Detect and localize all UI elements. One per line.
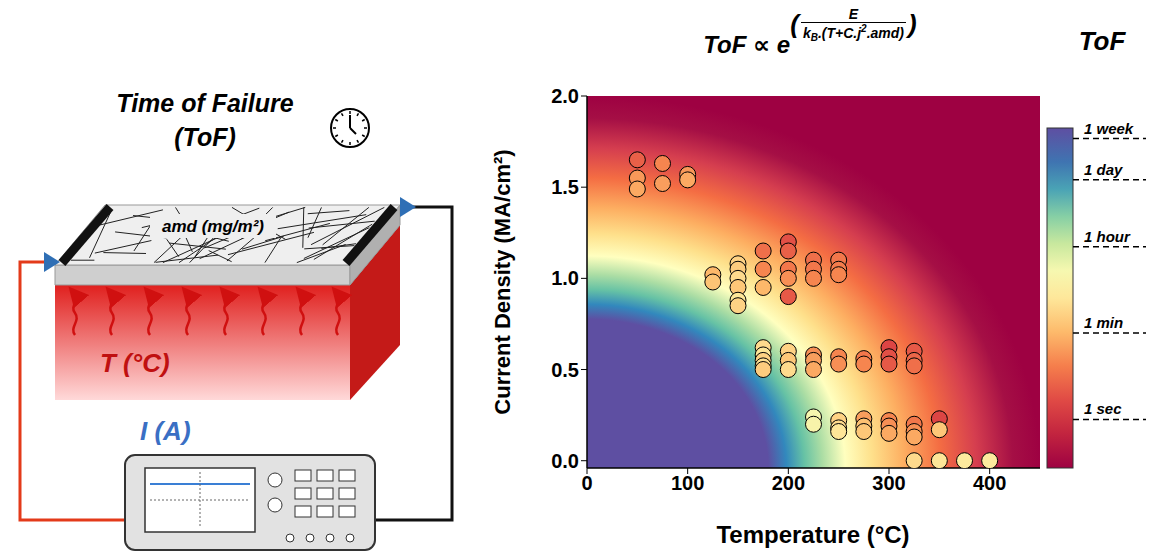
svg-text:2.0: 2.0	[551, 85, 579, 107]
svg-text:0: 0	[581, 472, 592, 494]
svg-text:1 week: 1 week	[1084, 120, 1134, 137]
svg-text:1 sec: 1 sec	[1084, 400, 1122, 417]
svg-text:1 hour: 1 hour	[1084, 228, 1131, 245]
svg-text:1 min: 1 min	[1084, 314, 1123, 331]
html-text:ToF ∝ e: ToF ∝ e	[703, 31, 791, 59]
svg-text:Time of Failure: Time of Failure	[116, 89, 293, 117]
svg-text:0.0: 0.0	[551, 450, 579, 472]
svg-text:200: 200	[772, 472, 805, 494]
svg-text:0.5: 0.5	[551, 359, 579, 381]
html-text:kB.(T+C.j2.amd) ): kB.(T+C.j2.amd) )	[802, 9, 917, 44]
svg-text:100: 100	[671, 472, 704, 494]
svg-text:amd (mg/m²): amd (mg/m²)	[162, 217, 264, 236]
html-text:E: E	[848, 6, 859, 22]
svg-text:ToF: ToF	[1079, 26, 1127, 56]
svg-text:(ToF): (ToF)	[174, 123, 236, 151]
svg-text:300: 300	[872, 472, 905, 494]
svg-text:1.5: 1.5	[551, 176, 579, 198]
svg-text:1.0: 1.0	[551, 267, 579, 289]
svg-text:400: 400	[973, 472, 1006, 494]
svg-text:T (°C): T (°C)	[100, 348, 170, 378]
svg-text:1 day: 1 day	[1084, 161, 1123, 178]
svg-text:I (A): I (A)	[140, 416, 191, 446]
html-text:Current Density (MA/cm²): Current Density (MA/cm²)	[490, 149, 515, 415]
html-text:Temperature (°C): Temperature (°C)	[716, 521, 910, 548]
